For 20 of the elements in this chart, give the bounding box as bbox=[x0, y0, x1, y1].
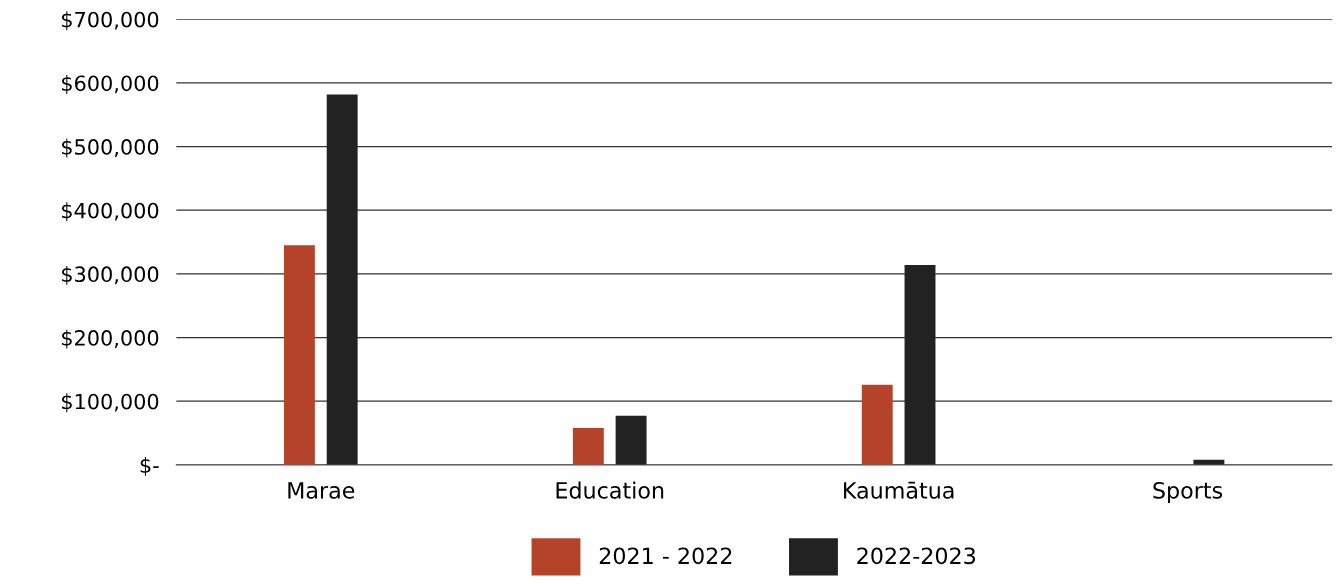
y-tick-label: $600,000 bbox=[62, 75, 159, 94]
y-tick-label: $200,000 bbox=[62, 329, 159, 349]
legend-label: 2021 - 2022 bbox=[599, 547, 732, 565]
y-tick-label: $100,000 bbox=[62, 393, 159, 413]
y-tick-label: $400,000 bbox=[62, 202, 159, 222]
y-tick-label: $300,000 bbox=[62, 265, 159, 285]
bar bbox=[615, 415, 647, 465]
x-tick-label: Education bbox=[556, 481, 664, 499]
y-tick-label: $500,000 bbox=[62, 138, 159, 158]
bar bbox=[861, 384, 893, 465]
x-tick-label: Kaumātua bbox=[844, 481, 954, 499]
x-tick-label: Sports bbox=[1153, 481, 1223, 504]
y-tick-label: $700,000 bbox=[62, 11, 159, 31]
x-tick-label: Marae bbox=[288, 482, 355, 499]
y-tick-label: $- bbox=[140, 456, 159, 476]
bar bbox=[572, 427, 604, 465]
bar bbox=[904, 264, 936, 465]
bar bbox=[283, 245, 315, 465]
legend-label: 2022-2023 bbox=[857, 547, 976, 565]
bar bbox=[326, 94, 358, 465]
